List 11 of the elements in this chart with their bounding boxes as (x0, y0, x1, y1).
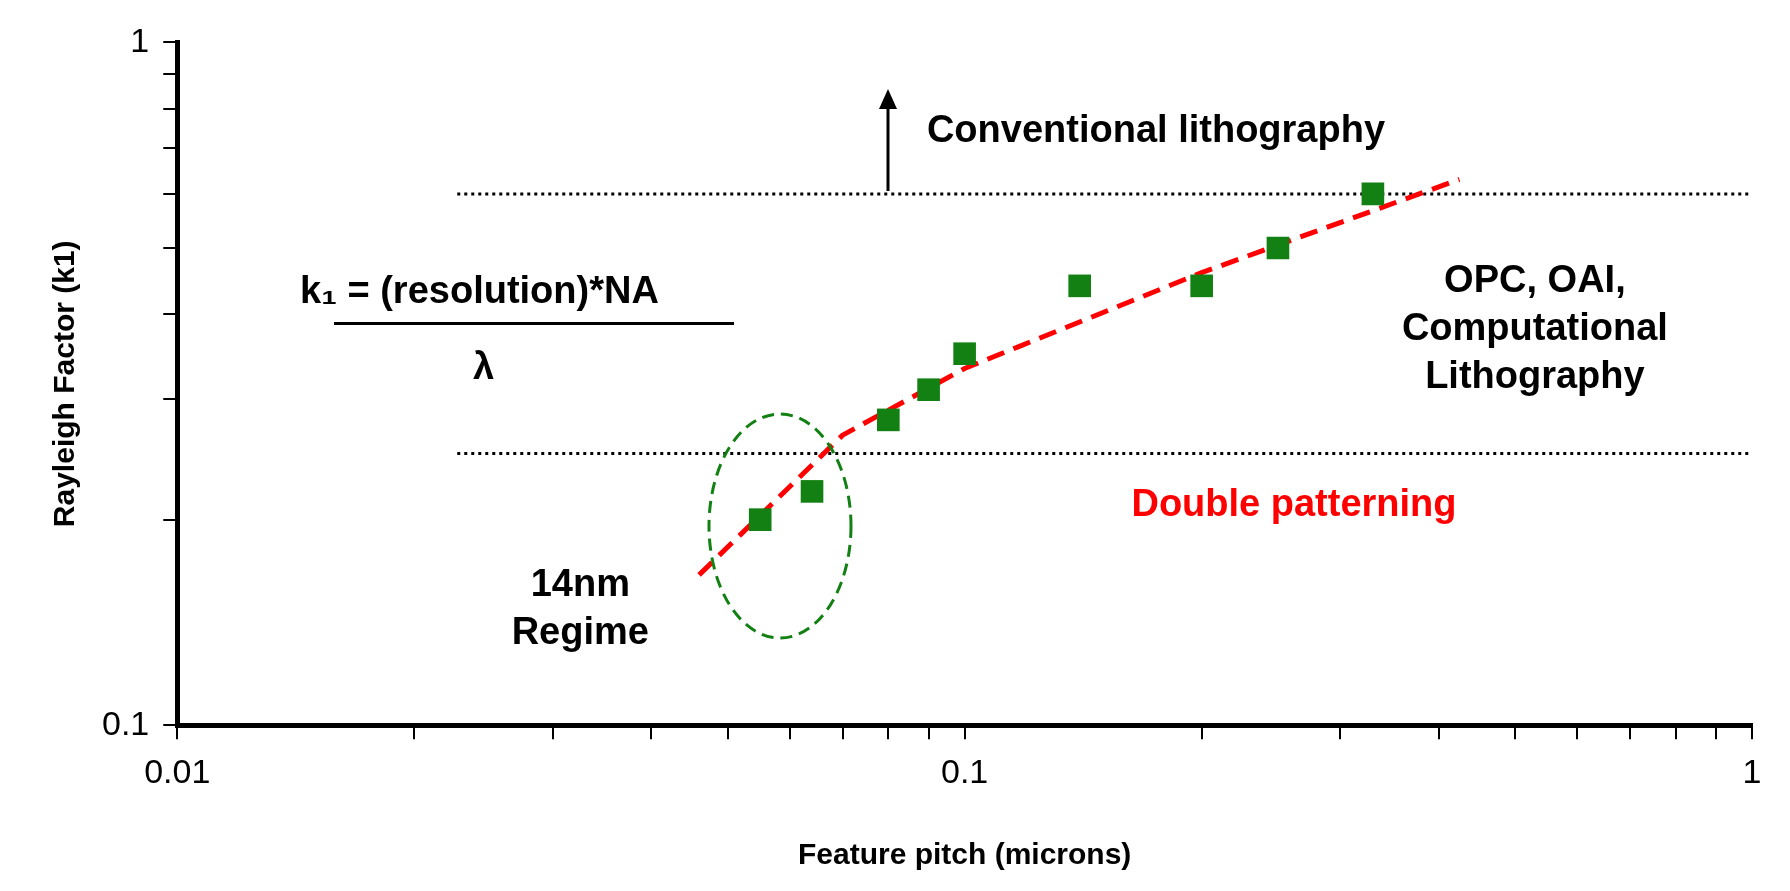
x-axis-title: Feature pitch (microns) (797, 837, 1132, 871)
x-tick-label: 1 (1742, 751, 1762, 790)
y-axis-title: Rayleigh Factor (k1) (47, 240, 81, 528)
annotation: Double patterning (1131, 481, 1457, 524)
x-tick-label: 0.01 (144, 751, 211, 790)
annotation: k₁ = (resolution)*NA (300, 269, 659, 312)
annotation: OPC, OAI, Computational Lithography (1401, 257, 1668, 396)
annotation: Conventional lithography (926, 108, 1386, 151)
annotation: 14nm Regime (511, 562, 649, 653)
annotation: λ (473, 344, 495, 387)
x-tick-label: 0.1 (941, 751, 989, 790)
